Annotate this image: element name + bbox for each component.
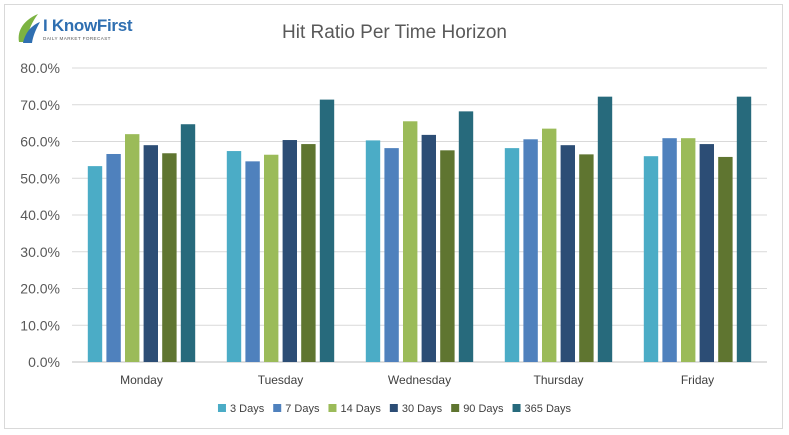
bar	[282, 140, 297, 362]
x-tick-label: Friday	[681, 373, 714, 387]
bar	[736, 96, 752, 362]
brand-logo: I KnowFirst DAILY MARKET FORECAST	[16, 12, 136, 48]
bar	[319, 99, 335, 362]
y-tick-label: 60.0%	[20, 134, 60, 150]
bar	[384, 148, 399, 362]
bars	[87, 96, 752, 363]
bar	[643, 156, 659, 362]
bar	[440, 150, 455, 362]
bar	[143, 145, 158, 362]
y-tick-label: 40.0%	[20, 207, 60, 223]
bar	[542, 128, 557, 362]
legend-swatch	[512, 404, 521, 412]
y-tick-label: 80.0%	[20, 60, 60, 76]
legend-label: 90 Days	[463, 403, 504, 415]
leaf-logo-icon	[18, 14, 40, 43]
legend-swatch	[217, 404, 226, 412]
bar	[504, 148, 520, 362]
x-tick-label: Wednesday	[388, 373, 451, 387]
logo-text: I KnowFirst	[43, 16, 133, 35]
bar	[699, 144, 714, 362]
bar	[579, 154, 594, 362]
legend-label: 7 Days	[285, 403, 320, 415]
x-tick-label: Tuesday	[258, 373, 304, 387]
y-tick-label: 30.0%	[20, 244, 60, 260]
bar	[87, 166, 103, 362]
bar	[403, 121, 418, 362]
bar	[245, 161, 260, 362]
bar	[301, 144, 316, 362]
bar	[226, 151, 242, 362]
legend-label: 3 Days	[230, 403, 265, 415]
y-tick-label: 0.0%	[28, 354, 60, 370]
legend-swatch	[328, 404, 337, 412]
bar	[421, 134, 436, 362]
bar	[597, 96, 613, 362]
bar	[264, 154, 279, 362]
x-axis: Monday Tuesday Wednesday Thursday Friday	[120, 373, 714, 387]
legend-swatch	[451, 404, 460, 412]
y-tick-label: 70.0%	[20, 97, 60, 113]
bar	[162, 153, 177, 362]
logo-tagline: DAILY MARKET FORECAST	[43, 36, 111, 41]
chart-title: Hit Ratio Per Time Horizon	[282, 22, 507, 43]
bar	[681, 138, 696, 362]
bar	[560, 145, 575, 362]
legend-swatch	[389, 404, 398, 412]
bar	[718, 156, 733, 362]
bar	[180, 124, 196, 362]
bar	[458, 111, 474, 363]
x-tick-label: Thursday	[533, 373, 583, 387]
legend-label: 14 Days	[340, 403, 381, 415]
y-tick-label: 20.0%	[20, 281, 60, 297]
legend-label: 30 Days	[402, 403, 443, 415]
bar	[106, 153, 121, 362]
x-tick-label: Monday	[120, 373, 163, 387]
bar	[523, 139, 538, 362]
legend-label: 365 Days	[525, 403, 572, 415]
y-axis: 0.0% 10.0% 20.0% 30.0% 40.0% 50.0% 60.0% 70.0% 8…	[20, 60, 60, 370]
bar	[125, 134, 140, 362]
bar	[662, 138, 677, 362]
bar	[365, 140, 381, 362]
legend: 3 Days 7 Days 14 Days 30 Days 90 Days 365 Day…	[217, 403, 572, 415]
y-tick-label: 10.0%	[20, 317, 60, 333]
y-tick-label: 50.0%	[20, 170, 60, 186]
legend-swatch	[273, 404, 282, 412]
